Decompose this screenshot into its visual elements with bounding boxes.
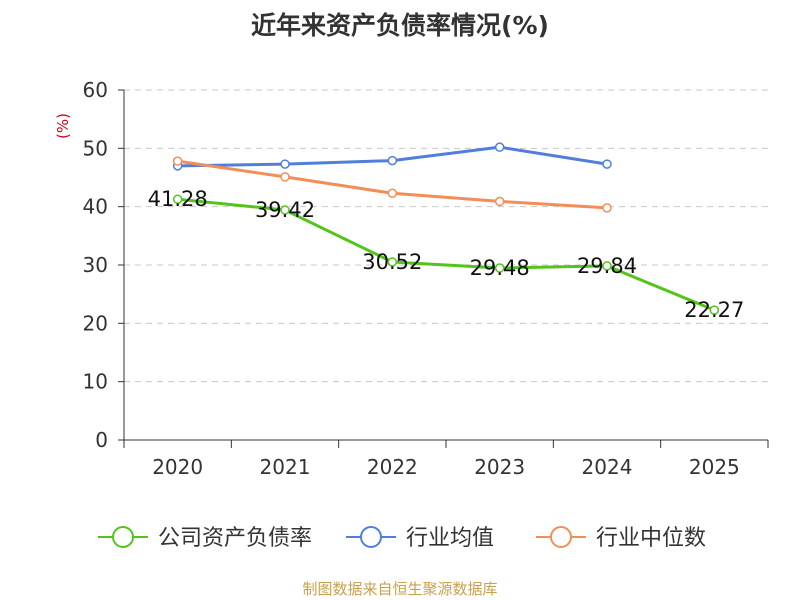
gridlines (124, 89, 768, 383)
data-point (494, 142, 505, 152)
x-tick-label: 2020 (152, 455, 203, 479)
data-label: 29.84 (577, 254, 637, 278)
x-tick-label: 2024 (582, 455, 633, 479)
data-point (387, 155, 398, 166)
legend-marker (112, 526, 134, 548)
legend-label: 行业均值 (406, 526, 494, 551)
legend-marker (550, 526, 572, 548)
x-tick-label: 2025 (689, 455, 740, 479)
series-line-2 (177, 159, 608, 210)
data-label: 30.52 (362, 250, 422, 274)
series-line-0 (177, 197, 715, 312)
data-point (494, 196, 505, 207)
data-point (280, 159, 290, 169)
data-point (709, 305, 720, 315)
y-axis-label: (%) (54, 113, 72, 139)
legend-label: 行业中位数 (596, 526, 706, 551)
series-lines (172, 142, 720, 315)
chart-title: 近年来资产负债率情况(%) (251, 11, 549, 40)
data-point (172, 156, 183, 166)
data-point (172, 194, 183, 204)
data-label: 39.42 (255, 198, 315, 222)
data-point (602, 203, 612, 213)
data-label: 41.28 (148, 187, 208, 211)
x-tick-label: 2022 (367, 455, 418, 479)
y-tick-label: 20 (83, 311, 108, 335)
y-tick-label: 40 (83, 195, 108, 219)
data-labels: 41.28 39.42 30.52 29.48 29.84 22.27 (148, 187, 745, 322)
y-tick-label: 30 (83, 253, 108, 277)
x-tick-label: 2021 (260, 455, 311, 479)
y-tick-label: 0 (95, 428, 108, 452)
y-tick-label: 50 (83, 136, 108, 160)
x-tick-label: 2023 (474, 455, 525, 479)
data-point (387, 257, 398, 267)
legend-marker (360, 526, 382, 548)
source-note: 制图数据来自恒生聚源数据库 (302, 580, 498, 598)
data-point (494, 263, 505, 273)
y-tick-label: 10 (83, 370, 108, 394)
legend: 公司资产负债率 行业均值 行业中位数 (98, 526, 706, 551)
legend-label: 公司资产负债率 (158, 526, 312, 551)
data-point (602, 159, 612, 169)
y-tick-label: 60 (83, 78, 108, 102)
data-label: 22.27 (684, 298, 744, 322)
data-point (280, 172, 290, 182)
axes: 0 10 20 30 40 50 60 (%) 2020 2021 2022 2023 2024 2025 (54, 78, 769, 479)
data-label: 29.48 (470, 256, 530, 280)
data-point (280, 205, 290, 215)
data-point (387, 188, 398, 198)
data-point (602, 261, 612, 271)
